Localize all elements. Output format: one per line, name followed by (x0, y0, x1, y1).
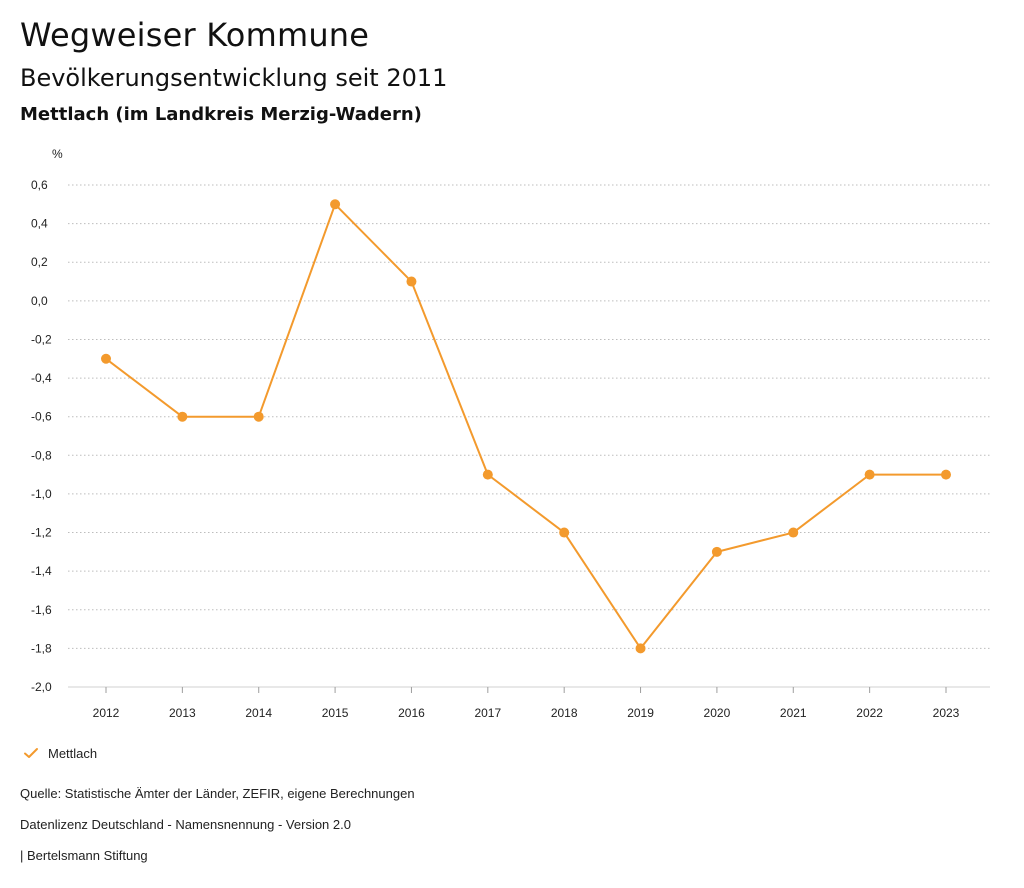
data-point[interactable] (406, 276, 417, 287)
y-tick-label: -1,0 (31, 487, 52, 501)
data-point[interactable] (253, 411, 264, 422)
y-tick-label: 0,6 (31, 178, 48, 192)
data-point[interactable] (482, 469, 493, 480)
license-note: Datenlizenz Deutschland - Namensnennung … (20, 817, 351, 832)
x-tick-label: 2016 (398, 706, 425, 720)
data-point[interactable] (177, 411, 188, 422)
x-tick-label: 2020 (704, 706, 731, 720)
x-tick-label: 2018 (551, 706, 578, 720)
x-tick-label: 2019 (627, 706, 654, 720)
series-layer (101, 199, 951, 654)
y-tick-label: -0,6 (31, 410, 52, 424)
x-tick-label: 2021 (780, 706, 807, 720)
x-tick-label: 2015 (322, 706, 349, 720)
data-point[interactable] (635, 643, 646, 654)
x-tick-label: 2012 (93, 706, 120, 720)
chart-title: Wegweiser Kommune (20, 16, 370, 54)
y-tick-label: -1,2 (31, 526, 52, 540)
source-note: Quelle: Statistische Ämter der Länder, Z… (20, 786, 415, 801)
y-tick-label: -0,4 (31, 371, 52, 385)
region-label: Mettlach (im Landkreis Merzig-Wadern) (20, 104, 422, 125)
x-tick-label: 2022 (856, 706, 883, 720)
data-point[interactable] (864, 469, 875, 480)
data-point[interactable] (788, 527, 799, 538)
data-point[interactable] (101, 353, 111, 364)
y-tick-label: -2,0 (31, 680, 52, 694)
brand-note: | Bertelsmann Stiftung (20, 848, 148, 863)
data-point[interactable] (941, 469, 951, 480)
chart-subtitle: Bevölkerungsentwicklung seit 2011 (20, 64, 448, 92)
legend-label: Mettlach (48, 745, 98, 761)
x-tick-label: 2013 (169, 706, 196, 720)
grid-layer (68, 184, 990, 688)
x-tick-label: 2017 (474, 706, 501, 720)
unit-label: % (52, 147, 63, 161)
x-tick-label: 2014 (245, 706, 272, 720)
axis-layer: % 0,6 0,4 0,2 0,0 -0,2 -0,4 -0,6 -0,8 -1,0 -1,2 -1,… (31, 147, 990, 720)
data-point[interactable] (559, 527, 570, 538)
y-tick-label: -1,6 (31, 603, 52, 617)
data-point[interactable] (330, 199, 341, 210)
series-line-mettlach (105, 203, 947, 650)
check-icon (24, 748, 38, 758)
legend[interactable]: Mettlach (22, 744, 97, 762)
y-tick-label: -0,2 (31, 332, 52, 346)
y-tick-label: -1,8 (31, 641, 52, 655)
y-tick-label: -1,4 (31, 564, 52, 578)
line-chart: % 0,6 0,4 0,2 0,0 -0,2 -0,4 -0,6 -0,8 -1,0 -1,2 -1,… (31, 147, 990, 720)
y-tick-label: 0,2 (31, 255, 48, 269)
y-tick-label: -0,8 (31, 448, 52, 462)
data-point[interactable] (711, 546, 722, 557)
y-tick-label: 0,0 (31, 294, 48, 308)
x-tick-label: 2023 (933, 706, 960, 720)
y-tick-label: 0,4 (31, 217, 48, 231)
